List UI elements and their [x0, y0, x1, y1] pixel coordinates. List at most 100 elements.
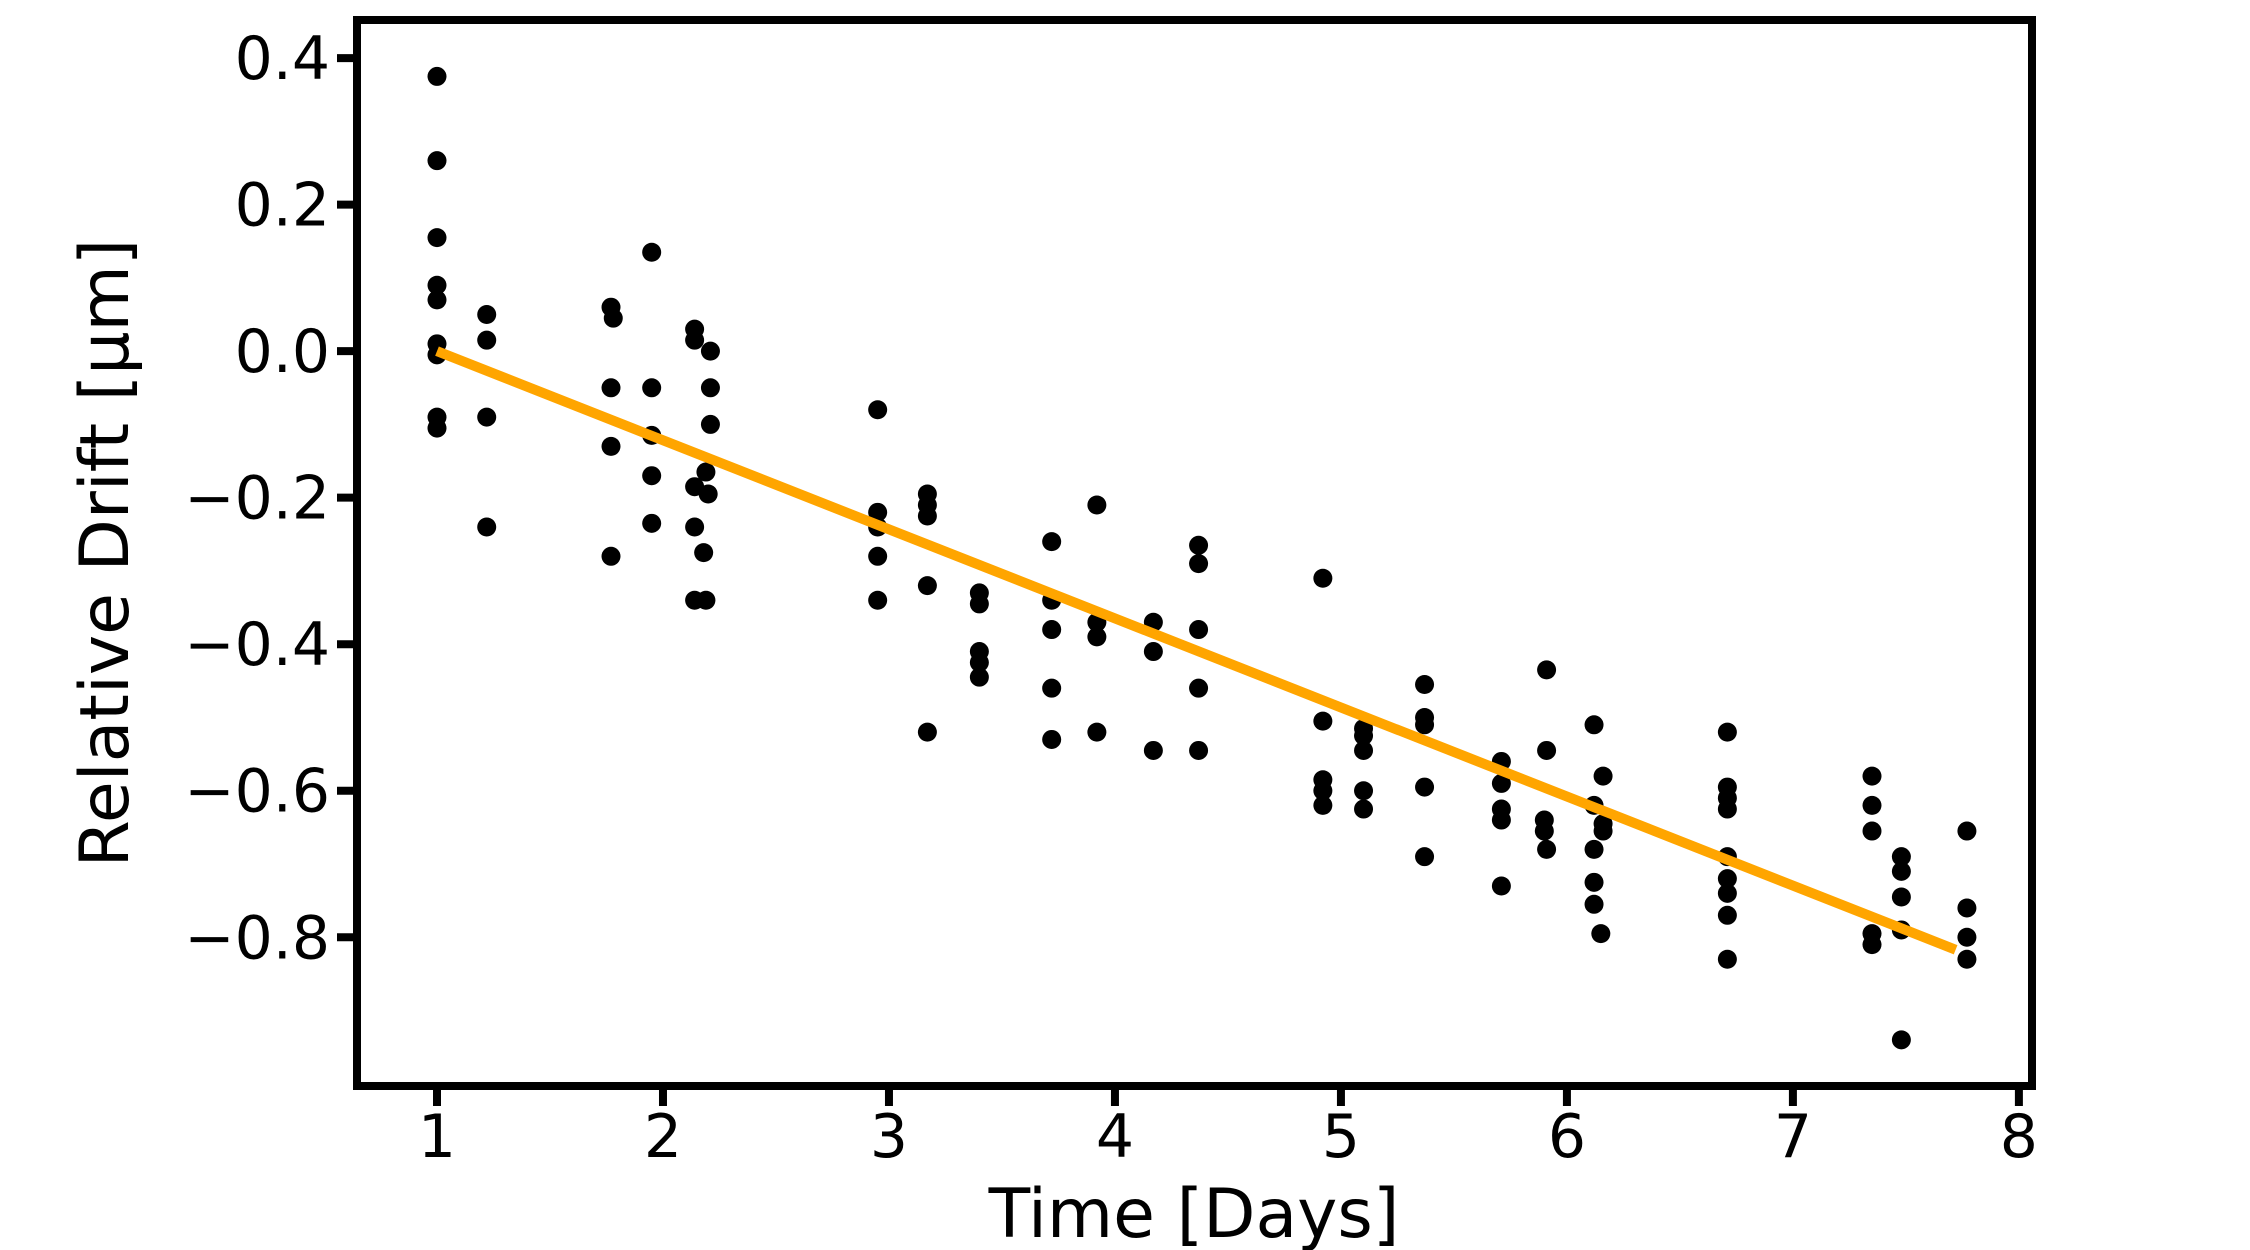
- scatter-point: [1354, 740, 1374, 760]
- scatter-point: [1717, 905, 1737, 925]
- scatter-point: [698, 484, 718, 504]
- scatter-point: [477, 330, 497, 350]
- scatter-point: [427, 151, 447, 171]
- scatter-point: [1042, 678, 1062, 698]
- x-tick-label: 8: [2000, 1102, 2038, 1172]
- scatter-point: [1313, 711, 1333, 731]
- x-axis-label: Time [Days]: [988, 1175, 1400, 1250]
- scatter-point: [700, 414, 720, 434]
- scatter-point: [642, 466, 662, 486]
- scatter-point: [1415, 847, 1435, 867]
- scatter-point: [427, 66, 447, 86]
- scatter-point: [1313, 568, 1333, 588]
- scatter-point: [1717, 799, 1737, 819]
- scatter-point: [1584, 839, 1604, 859]
- scatter-point: [685, 517, 705, 537]
- scatter-point: [694, 543, 714, 563]
- scatter-point: [1862, 821, 1882, 841]
- scatter-point: [1042, 729, 1062, 749]
- scatter-point: [427, 228, 447, 248]
- scatter-point: [1593, 821, 1613, 841]
- y-tick-label: −0.2: [184, 464, 330, 534]
- scatter-point: [700, 378, 720, 398]
- scatter-point: [1862, 935, 1882, 955]
- scatter-point: [1087, 495, 1107, 515]
- scatter-point: [696, 590, 716, 610]
- scatter-point: [1087, 627, 1107, 647]
- y-tick-label: −0.8: [184, 903, 330, 973]
- scatter-point: [1584, 715, 1604, 735]
- scatter-point: [1591, 924, 1611, 944]
- scatter-point: [1415, 675, 1435, 695]
- scatter-point: [1143, 642, 1163, 662]
- scatter-point: [642, 513, 662, 533]
- scatter-point: [1957, 821, 1977, 841]
- scatter-point: [477, 407, 497, 427]
- scatter-point: [969, 667, 989, 687]
- scatter-point: [1534, 821, 1554, 841]
- scatter-point: [1891, 887, 1911, 907]
- x-tick-label: 4: [1096, 1102, 1134, 1172]
- x-tick-label: 7: [1774, 1102, 1812, 1172]
- scatter-point: [1957, 949, 1977, 969]
- scatter-point: [1189, 678, 1209, 698]
- scatter-point: [969, 653, 989, 673]
- scatter-point: [1717, 869, 1737, 889]
- scatter-point: [427, 275, 447, 295]
- scatter-point: [1354, 726, 1374, 746]
- scatter-point: [427, 418, 447, 438]
- y-tick-label: −0.4: [184, 610, 330, 680]
- scatter-point: [1862, 795, 1882, 815]
- scatter-point: [1143, 740, 1163, 760]
- scatter-point: [1891, 861, 1911, 881]
- scatter-point: [1584, 894, 1604, 914]
- scatter-point: [1189, 620, 1209, 640]
- x-tick-label: 3: [870, 1102, 908, 1172]
- scatter-point: [1189, 535, 1209, 555]
- y-tick-label: 0.0: [235, 317, 330, 387]
- scatter-point: [1415, 777, 1435, 797]
- fit-line: [435, 346, 1958, 955]
- scatter-point: [1087, 722, 1107, 742]
- scatter-point: [1584, 872, 1604, 892]
- scatter-point: [1491, 810, 1511, 830]
- scatter-point: [1042, 620, 1062, 640]
- scatter-point: [868, 400, 888, 420]
- scatter-point: [1717, 949, 1737, 969]
- y-tick-label: −0.6: [184, 757, 330, 827]
- scatter-point: [868, 502, 888, 522]
- scatter-point: [1537, 839, 1557, 859]
- scatter-point: [917, 576, 937, 596]
- scatter-point: [868, 546, 888, 566]
- scatter-point: [917, 722, 937, 742]
- scatter-point: [1354, 781, 1374, 801]
- scatter-point: [1957, 898, 1977, 918]
- scatter-point: [477, 305, 497, 325]
- scatter-point: [642, 378, 662, 398]
- x-tick-label: 6: [1548, 1102, 1586, 1172]
- scatter-point: [700, 341, 720, 361]
- plot-border: [353, 16, 2036, 1090]
- scatter-point: [1717, 722, 1737, 742]
- scatter-point: [969, 594, 989, 614]
- scatter-point: [1491, 876, 1511, 896]
- y-tick-label: 0.4: [235, 24, 330, 94]
- scatter-point: [1313, 795, 1333, 815]
- scatter-point: [1042, 532, 1062, 552]
- scatter-point: [603, 308, 623, 328]
- scatter-point: [1189, 554, 1209, 574]
- scatter-point: [1354, 799, 1374, 819]
- x-tick-label: 5: [1322, 1102, 1360, 1172]
- scatter-point: [1593, 766, 1613, 786]
- scatter-point: [477, 517, 497, 537]
- scatter-point: [1957, 927, 1977, 947]
- scatter-point: [1189, 740, 1209, 760]
- scatter-point: [427, 290, 447, 310]
- scatter-point: [1862, 766, 1882, 786]
- scatter-point: [696, 462, 716, 482]
- scatter-point: [601, 436, 621, 456]
- y-tick-label: 0.2: [235, 171, 330, 241]
- x-tick-label: 1: [418, 1102, 456, 1172]
